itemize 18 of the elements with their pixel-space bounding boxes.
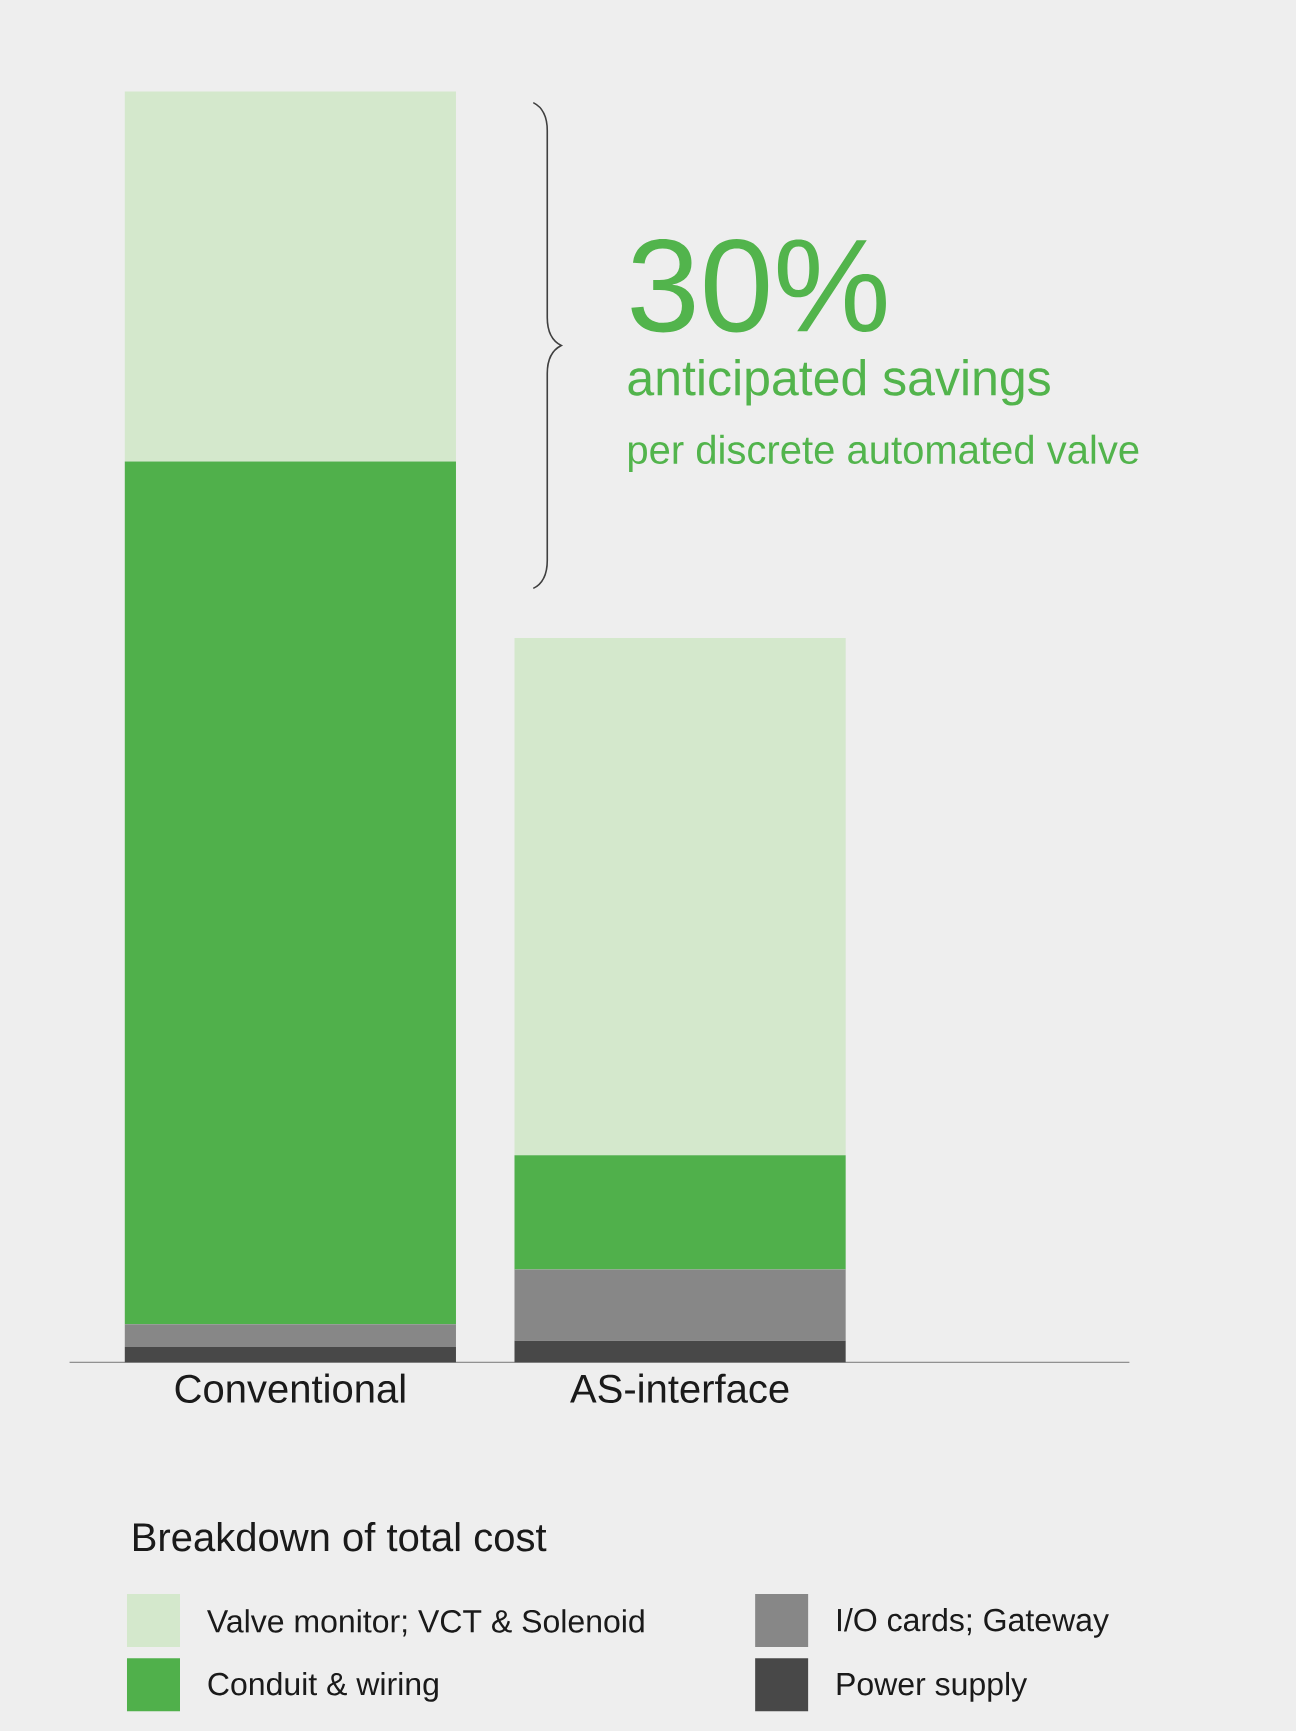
legend-title: Breakdown of total cost bbox=[133, 1522, 547, 1552]
bar bbox=[124, 1347, 456, 1363]
annotation: per discrete automated valve bbox=[628, 434, 1139, 472]
legend-label: Conduit & wiring bbox=[208, 1671, 438, 1702]
bar bbox=[124, 1324, 456, 1348]
bar bbox=[124, 461, 456, 1325]
x-tick-label: AS-interface bbox=[570, 1373, 789, 1403]
bar bbox=[514, 1155, 846, 1270]
x-tick-label: Conventional bbox=[175, 1373, 405, 1403]
bar bbox=[514, 1340, 846, 1363]
bar bbox=[514, 1269, 846, 1341]
legend-label: Power supply bbox=[837, 1671, 1028, 1702]
legend-label: I/O cards; Gateway bbox=[837, 1607, 1109, 1638]
bar bbox=[124, 91, 456, 462]
annotation: anticipated savings bbox=[628, 358, 1050, 406]
legend-label: Valve monitor; VCT & Solenoid bbox=[206, 1609, 644, 1637]
annotation: 30% bbox=[631, 238, 886, 333]
bar bbox=[514, 638, 846, 1156]
